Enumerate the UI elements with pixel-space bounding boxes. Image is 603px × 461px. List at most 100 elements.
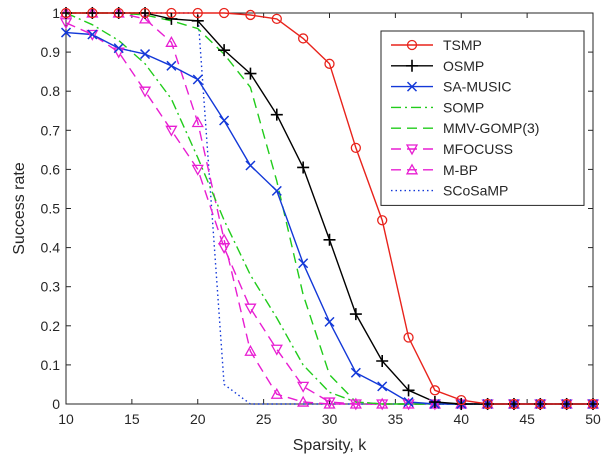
marker-triangle-up	[138, 12, 152, 24]
marker-plus	[218, 44, 231, 57]
y-tick-label: 0.6	[41, 161, 61, 177]
marker-circle	[403, 332, 414, 343]
marker-x	[403, 397, 414, 408]
marker-triangle-down	[405, 144, 419, 156]
y-tick-label: 0.3	[41, 279, 61, 295]
marker-x	[166, 60, 177, 71]
marker-circle	[218, 7, 230, 19]
marker-x	[87, 29, 98, 40]
marker-x	[245, 160, 256, 171]
marker-triangle-down	[270, 344, 283, 356]
legend-label: SOMP	[443, 99, 484, 115]
marker-plus	[428, 396, 441, 409]
y-tick-label: 0.7	[41, 122, 61, 138]
marker-plus	[297, 161, 310, 174]
x-tick-label: 40	[453, 411, 469, 427]
marker-circle	[60, 7, 72, 19]
legend-label: M-BP	[443, 162, 478, 178]
y-tick-label: 0	[52, 396, 60, 412]
marker-triangle-down	[86, 29, 99, 41]
marker-plus	[270, 108, 283, 121]
y-tick-label: 0.1	[41, 357, 61, 373]
tick-labels: 10 15 20 25 30 35 40 45 50 0 0.1 0.2 0.3 0.4 0.5 0.6 0.7…	[41, 5, 601, 427]
marker-triangle-down	[191, 164, 204, 176]
marker-circle	[192, 7, 203, 19]
marker-circle	[139, 7, 151, 19]
marker-triangle-down	[244, 303, 257, 315]
marker-circle	[166, 7, 177, 19]
marker-x	[298, 258, 309, 269]
series-markers-group	[60, 7, 599, 410]
series-markers	[59, 6, 600, 411]
marker-triangle-down	[376, 399, 389, 411]
marker-plus	[244, 67, 257, 80]
legend-box	[380, 30, 585, 206]
marker-triangle-up	[165, 35, 178, 47]
legend-label: MMV-GOMP(3)	[443, 120, 539, 136]
x-tick-label: 35	[388, 411, 404, 427]
marker-plus	[376, 354, 389, 367]
marker-triangle-up	[405, 163, 419, 175]
legend-label: SCoSaMP	[443, 183, 508, 199]
marker-plus	[402, 384, 415, 397]
marker-circle	[377, 215, 388, 226]
y-tick-label: 1	[52, 5, 60, 21]
marker-triangle-down	[138, 86, 152, 98]
marker-x	[140, 49, 151, 60]
legend: TSMP OSMP SA-MUSIC SOMP MMV-GOMP(3) MFOCUSS M-…	[380, 30, 585, 206]
marker-triangle-down	[323, 397, 336, 409]
x-tick-label: 30	[322, 411, 338, 427]
marker-circle	[456, 394, 467, 406]
y-tick-label: 0.5	[41, 201, 61, 217]
x-tick-label: 45	[519, 411, 535, 427]
x-tick-label: 50	[585, 411, 601, 427]
y-tick-label: 0.4	[41, 240, 61, 256]
series-line	[65, 12, 593, 405]
marker-x	[219, 115, 230, 126]
legend-label: SA-MUSIC	[443, 79, 511, 95]
marker-triangle-down	[165, 125, 178, 137]
marker-x	[192, 74, 203, 85]
marker-x	[113, 43, 124, 54]
x-tick-label: 25	[256, 411, 272, 427]
marker-circle	[271, 13, 282, 25]
marker-circle	[324, 58, 335, 69]
marker-plus	[323, 233, 336, 246]
marker-triangle-down	[297, 381, 310, 393]
marker-plus	[165, 12, 178, 25]
marker-triangle-up	[297, 395, 310, 407]
marker-x	[350, 367, 361, 378]
marker-triangle-up	[244, 344, 257, 356]
marker-circle	[482, 398, 493, 410]
marker-circle	[406, 39, 418, 51]
axis-ticks	[65, 12, 594, 405]
marker-x	[406, 81, 418, 92]
marker-plus	[191, 14, 204, 27]
x-axis-label: Sparsity, k	[293, 437, 368, 454]
marker-x	[377, 381, 388, 392]
marker-triangle-up	[270, 387, 283, 399]
series-line	[66, 12, 593, 405]
marker-x	[324, 316, 335, 327]
legend-label: OSMP	[443, 58, 484, 74]
legend-label: TSMP	[443, 37, 482, 53]
y-tick-label: 0.8	[41, 83, 61, 99]
marker-triangle-down	[349, 399, 362, 411]
y-tick-label: 0.2	[41, 318, 61, 334]
marker-circle	[87, 7, 98, 19]
y-axis-label: Success rate	[11, 162, 28, 255]
marker-circle	[350, 142, 362, 154]
marker-x	[271, 185, 282, 196]
marker-circle	[535, 398, 546, 410]
marker-circle	[587, 398, 599, 410]
marker-circle	[508, 398, 520, 410]
y-tick-label: 0.9	[41, 44, 61, 60]
legend-label: MFOCUSS	[443, 141, 513, 157]
x-tick-label: 20	[190, 411, 206, 427]
marker-x	[60, 27, 72, 38]
marker-circle	[245, 9, 256, 21]
marker-plus	[349, 308, 362, 321]
marker-plus	[406, 59, 418, 72]
marker-circle	[113, 7, 124, 19]
